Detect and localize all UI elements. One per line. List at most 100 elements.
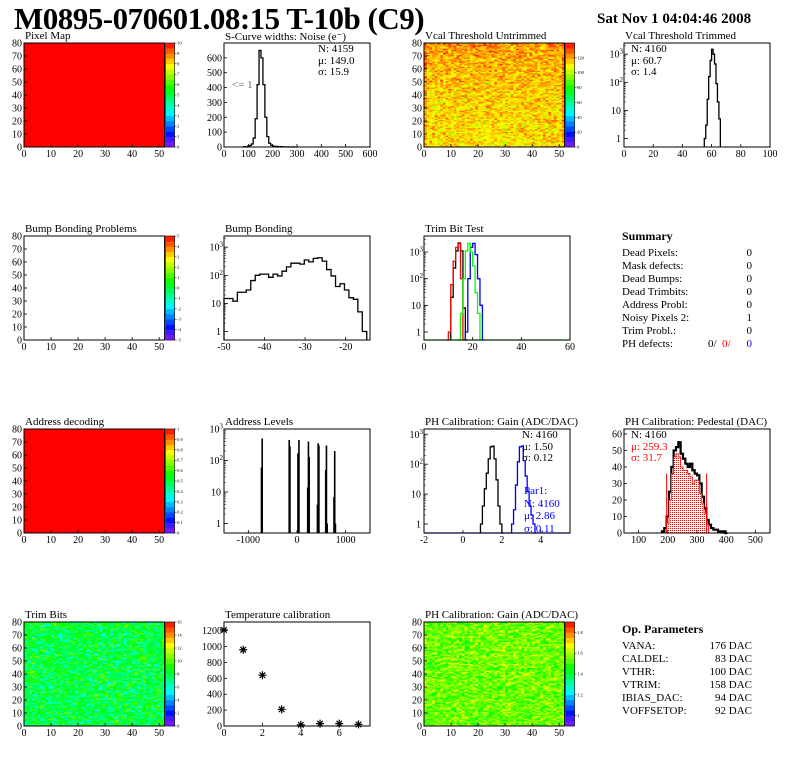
heatmap-cell [515, 53, 520, 56]
heatmap-cell [461, 43, 465, 45]
heatmap-cell [437, 57, 441, 59]
heatmap-cell [75, 722, 79, 724]
heatmap-cell [434, 123, 438, 126]
heatmap-cell [426, 74, 430, 76]
heatmap-cell [561, 139, 565, 141]
heatmap-cell [524, 83, 528, 85]
heatmap-cell [469, 69, 474, 71]
heatmap-cell [559, 128, 563, 131]
heatmap-cell [521, 62, 525, 65]
heatmap-cell [510, 57, 514, 59]
heatmap-cell [542, 102, 547, 105]
heatmap-cell [475, 69, 479, 71]
heatmap-cell [448, 137, 452, 140]
heatmap-cell [513, 126, 517, 128]
heatmap-cell [532, 96, 536, 98]
row-value: 0 [746, 260, 753, 272]
heatmap-cell [551, 130, 555, 132]
heatmap-cell [556, 65, 560, 67]
heatmap-cell [475, 56, 479, 58]
heatmap-cell [515, 65, 520, 67]
heatmap-cell [424, 144, 428, 147]
heatmap-cell [529, 114, 533, 117]
heatmap-cell [505, 118, 509, 121]
heatmap-cell [494, 76, 498, 79]
heatmap-cell [521, 58, 525, 61]
heatmap-cell [515, 71, 520, 74]
heatmap-cell [472, 137, 476, 140]
heatmap-cell [537, 137, 541, 140]
x-tick-label: 0 [22, 535, 27, 546]
heatmap-cell [488, 72, 492, 75]
heatmap-cell [437, 102, 441, 105]
heatmap-cell [426, 50, 430, 53]
heatmap-cell [461, 84, 465, 87]
heatmap-cell [561, 58, 565, 61]
heatmap-cell [461, 49, 465, 52]
heatmap-cell [478, 80, 482, 83]
heatmap-cell [540, 108, 544, 110]
heatmap-cell [464, 143, 468, 145]
heatmap-cell [494, 75, 498, 78]
param-row: Dead Pixels: 0 [622, 247, 752, 260]
colorbar-band [165, 69, 175, 75]
heatmap-cell [429, 124, 433, 127]
heatmap-cell [478, 128, 482, 131]
heatmap-cell [548, 66, 552, 69]
y-tick-label: 50 [12, 271, 22, 282]
heatmap-cell [459, 82, 463, 84]
heatmap-cell [426, 117, 430, 119]
heatmap-cell [480, 96, 484, 98]
colorbar-band [165, 481, 175, 487]
heatmap-cell [497, 109, 501, 111]
colorbar-band [165, 63, 175, 70]
heatmap-cell [467, 136, 471, 139]
heatmap-cell [524, 57, 528, 59]
heatmap-cell [426, 84, 430, 87]
heatmap-cell [448, 93, 452, 96]
heatmap-cell [559, 66, 563, 69]
heatmap-cell [432, 98, 436, 101]
heatmap-cell [499, 74, 503, 76]
heatmap-cell [426, 67, 430, 70]
heatmap-cell [561, 136, 565, 139]
heatmap-cell [478, 79, 482, 82]
heatmap-cell [499, 79, 503, 82]
heatmap-cell [459, 78, 463, 80]
heatmap-cell [451, 98, 455, 101]
heatmap-cell [542, 69, 547, 71]
heatmap-cell [432, 59, 436, 62]
heatmap-cell [491, 83, 495, 85]
heatmap-cell [486, 45, 490, 48]
heatmap-cell [97, 722, 101, 724]
param-row: Trim Probl.: 0 [622, 325, 752, 338]
heatmap-cell [502, 83, 506, 85]
heatmap-cell [548, 121, 552, 123]
heatmap-cell [429, 65, 433, 67]
heatmap-cell [448, 66, 452, 69]
heatmap-cell [451, 104, 455, 106]
heatmap-cell [548, 127, 552, 130]
heatmap-cell [507, 136, 511, 139]
heatmap-cell [513, 66, 517, 69]
heatmap-cell [524, 143, 528, 145]
heatmap-cell [453, 132, 457, 135]
heatmap-cell [437, 69, 441, 71]
plot-frame [223, 428, 371, 534]
heatmap-cell [497, 57, 501, 59]
heatmap-cell [472, 72, 476, 75]
panel-title: Bump Bonding [225, 223, 293, 235]
heatmap-cell [440, 135, 444, 137]
heatmap-cell [467, 56, 471, 58]
heatmap-cell [488, 124, 492, 127]
heatmap-cell [451, 85, 455, 88]
heatmap-cell [464, 82, 468, 84]
heatmap-cell [507, 78, 511, 80]
heatmap-cell [559, 92, 563, 95]
row-label: Address Probl: [622, 299, 688, 311]
heatmap-cell [537, 109, 541, 111]
heatmap-cell [499, 96, 503, 98]
heatmap-cell [483, 74, 487, 76]
heatmap-cell [451, 65, 455, 67]
heatmap-cell [521, 66, 525, 69]
